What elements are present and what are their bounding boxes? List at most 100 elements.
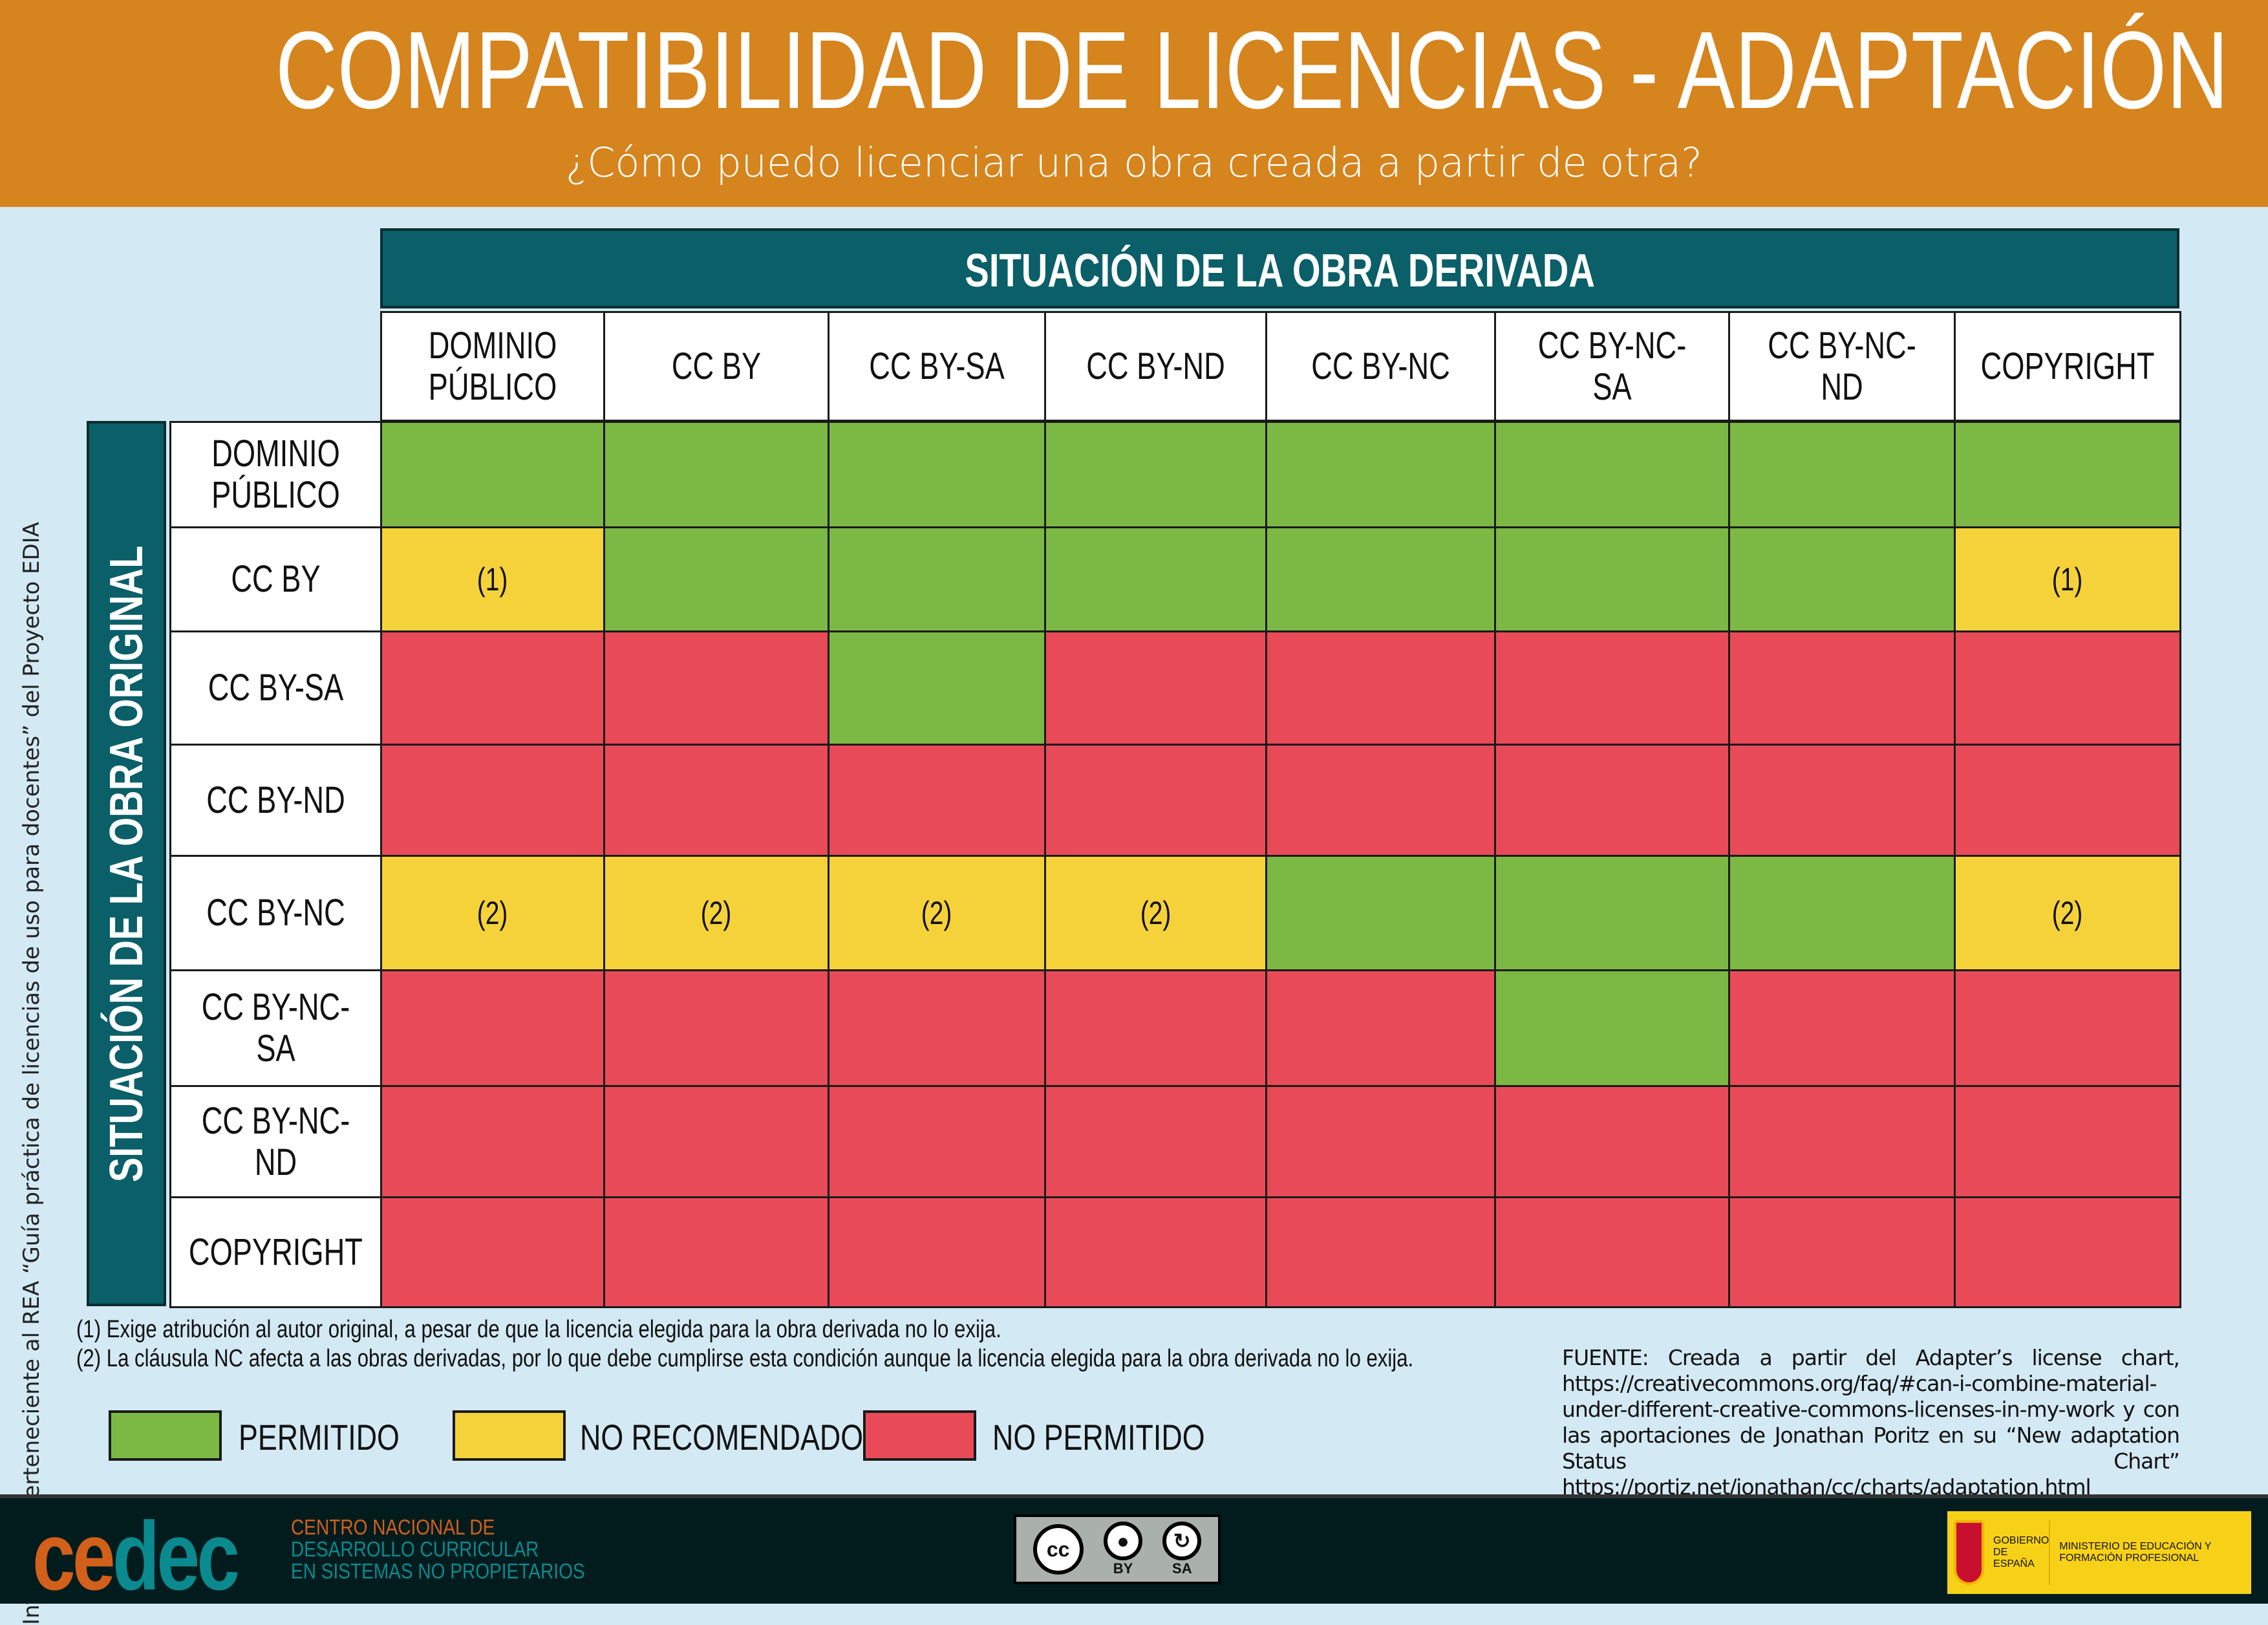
cell-note: (2) (921, 895, 952, 931)
matrix-cell (1954, 421, 2181, 528)
cc-icon: cc (1032, 1524, 1084, 1575)
row-header: CC BY-ND (169, 744, 382, 857)
matrix-cell (603, 969, 829, 1087)
matrix-cell (380, 744, 605, 857)
matrix-cell (1044, 526, 1267, 632)
matrix-cell (828, 1085, 1046, 1198)
matrix-cell (1494, 1196, 1730, 1308)
row-header: CC BY (169, 526, 382, 632)
share-alike-icon: ↻ (1162, 1522, 1202, 1560)
matrix-cell (1494, 744, 1730, 857)
column-header: COPYRIGHT (1954, 311, 2181, 422)
legend-label-no-recomendado: NO RECOMENDADO (580, 1417, 864, 1458)
matrix-cell (603, 630, 829, 746)
matrix-cell: (2) (1954, 855, 2181, 971)
matrix-cell (828, 421, 1046, 528)
row-group-header: SITUACIÓN DE LA OBRA ORIGINAL (87, 421, 166, 1306)
matrix-cell (1728, 855, 1956, 971)
header: COMPATIBILIDAD DE LICENCIAS - ADAPTACIÓN… (0, 0, 2268, 207)
column-group-header: SITUACIÓN DE LA OBRA DERIVADA (380, 228, 2179, 308)
matrix-cell (1044, 421, 1267, 528)
column-header: CC BY-SA (828, 311, 1046, 422)
matrix-cell (1044, 1085, 1267, 1198)
matrix-cell (1954, 744, 2181, 857)
matrix-cell (603, 1196, 829, 1308)
matrix-cell (1044, 1196, 1267, 1308)
matrix-cell (1265, 1196, 1496, 1308)
cell-note: (2) (477, 895, 508, 931)
matrix-cell (1265, 421, 1496, 528)
matrix-cell (828, 1196, 1046, 1308)
matrix-cell: (2) (1044, 855, 1267, 971)
matrix-cell (1494, 421, 1730, 528)
matrix-cell (1954, 969, 2181, 1087)
side-credit: Infografía perteneciente al REA “Guía pr… (19, 522, 45, 1625)
matrix-cell (603, 526, 829, 632)
matrix-cell: (2) (828, 855, 1046, 971)
matrix-cell (1044, 969, 1267, 1087)
matrix-cell (828, 744, 1046, 857)
row-header: DOMINIO PÚBLICO (169, 421, 382, 528)
row-header: COPYRIGHT (169, 1196, 382, 1308)
matrix-cell (1494, 526, 1730, 632)
matrix-cell (380, 969, 605, 1087)
matrix-cell (1265, 744, 1496, 857)
legend-swatch-permitido (109, 1410, 222, 1461)
page-title: COMPATIBILIDAD DE LICENCIAS - ADAPTACIÓN (275, 9, 2229, 132)
row-header: CC BY-NC (169, 855, 382, 971)
matrix-cell (828, 630, 1046, 746)
cell-note: (2) (701, 895, 732, 931)
government-logo: GOBIERNO DE ESPAÑA MINISTERIO DE EDUCACI… (1947, 1511, 2251, 1594)
cell-note: (2) (1140, 895, 1171, 931)
matrix-cell (1728, 744, 1956, 857)
legend-label-permitido: PERMITIDO (239, 1417, 400, 1458)
footnote-1: (1) Exige atribución al autor original, … (76, 1316, 1001, 1343)
matrix-cell (1728, 421, 1956, 528)
matrix-cell (1265, 969, 1496, 1087)
matrix-cell (380, 1196, 605, 1308)
matrix-cell (1728, 630, 1956, 746)
matrix-cell (1494, 969, 1730, 1087)
matrix-cell (1728, 526, 1956, 632)
cell-note: (1) (2052, 561, 2083, 597)
cedec-name: CENTRO NACIONAL DE DESARROLLO CURRICULAR… (291, 1515, 585, 1583)
column-header: CC BY-NC-SA (1494, 311, 1730, 422)
matrix-cell (1044, 630, 1267, 746)
matrix-cell (1954, 1196, 2181, 1308)
matrix-cell: (2) (380, 855, 605, 971)
row-header: CC BY-NC-SA (169, 969, 382, 1087)
matrix-cell (1265, 526, 1496, 632)
cell-note: (2) (2052, 895, 2083, 931)
matrix-cell (1954, 1085, 2181, 1198)
matrix-cell (1728, 1196, 1956, 1308)
matrix-cell (1954, 630, 2181, 746)
matrix-cell (603, 1085, 829, 1198)
column-header: CC BY-ND (1044, 311, 1267, 422)
matrix-cell: (2) (603, 855, 829, 971)
legend-label-no-permitido: NO PERMITIDO (992, 1417, 1205, 1458)
matrix-cell (1265, 855, 1496, 971)
matrix-cell (1494, 855, 1730, 971)
row-header: CC BY-SA (169, 630, 382, 746)
column-header: CC BY-NC-ND (1728, 311, 1956, 422)
matrix-cell (1265, 1085, 1496, 1198)
source-note: FUENTE: Creada a partir del Adapter’s li… (1562, 1345, 2180, 1500)
column-header: DOMINIO PÚBLICO (380, 311, 605, 422)
page-subtitle: ¿Cómo puedo licenciar una obra creada a … (565, 139, 1703, 186)
column-header: CC BY-NC (1265, 311, 1496, 422)
matrix-cell (380, 421, 605, 528)
footnote-2: (2) La cláusula NC afecta a las obras de… (76, 1345, 1414, 1372)
matrix-cell (828, 969, 1046, 1087)
matrix-cell (380, 1085, 605, 1198)
matrix-cell: (1) (1954, 526, 2181, 632)
matrix-cell: (1) (380, 526, 605, 632)
matrix-cell (1265, 630, 1496, 746)
legend-swatch-no-recomendado (453, 1410, 566, 1461)
matrix-cell (828, 526, 1046, 632)
matrix-cell (1728, 969, 1956, 1087)
coat-of-arms-icon (1954, 1520, 1985, 1585)
matrix-cell (603, 744, 829, 857)
matrix-cell (380, 630, 605, 746)
cell-note: (1) (477, 561, 508, 597)
matrix-cell (1728, 1085, 1956, 1198)
